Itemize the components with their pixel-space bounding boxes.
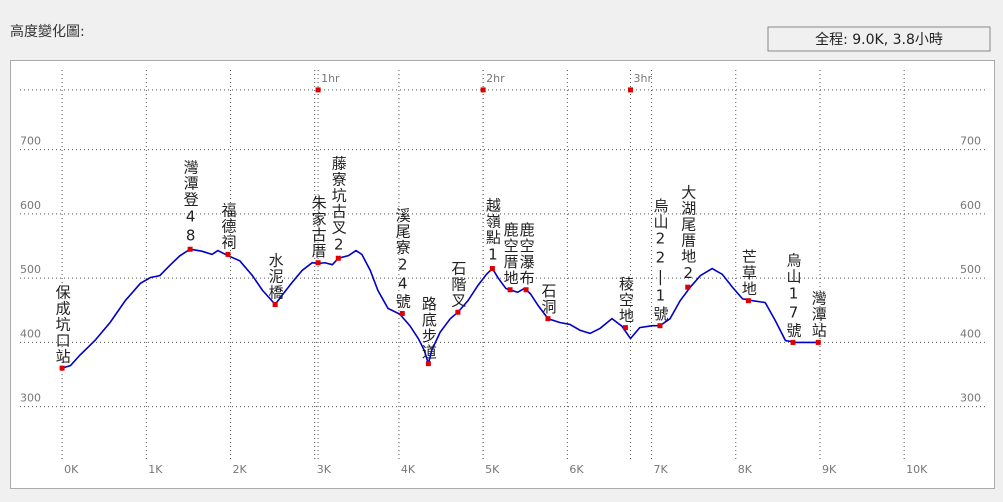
waypoint-label: 路底步道: [420, 296, 438, 360]
x-tick-label: 9K: [822, 463, 837, 476]
waypoint-label: 鹿空瀑布: [518, 222, 536, 286]
waypoint: [425, 361, 431, 367]
waypoint: [455, 309, 461, 315]
waypoint-label: 藤寮坑古叉2: [330, 155, 348, 254]
waypoint: [315, 260, 321, 266]
time-marker: [315, 87, 321, 93]
waypoint: [489, 266, 495, 272]
time-label: 2hr: [486, 72, 505, 85]
waypoint: [745, 298, 751, 304]
y-tick-label: 300: [960, 392, 981, 405]
waypoint-label: 烏山17號: [785, 252, 803, 338]
waypoint: [335, 255, 341, 261]
waypoint-label: 石洞: [539, 283, 557, 315]
y-tick-label: 700: [20, 135, 41, 148]
waypoint: [545, 316, 551, 322]
x-tick-label: 8K: [738, 463, 753, 476]
waypoint: [657, 323, 663, 329]
time-label: 1hr: [321, 72, 340, 85]
page-title: 高度變化圖:: [10, 23, 85, 40]
waypoint-label: 芒草地: [740, 249, 758, 297]
waypoint-label: 石階叉: [449, 260, 467, 308]
waypoint: [523, 287, 529, 293]
x-tick-label: 5K: [485, 463, 500, 476]
x-tick-label: 4K: [401, 463, 416, 476]
waypoint: [59, 365, 65, 371]
summary-box: [767, 26, 991, 52]
waypoint: [272, 302, 278, 308]
waypoint: [815, 339, 821, 345]
x-tick-label: 3K: [317, 463, 332, 476]
waypoint-label: 水泥橋: [267, 253, 285, 301]
y-tick-label: 700: [960, 135, 981, 148]
waypoint: [790, 339, 796, 345]
waypoint-label: 大湖尾厝地2: [679, 184, 697, 283]
waypoint-label: 溪尾寮24號: [394, 208, 412, 310]
x-tick-label: 1K: [148, 463, 163, 476]
waypoint-label: 稜空地: [617, 276, 635, 324]
waypoint-label: 福德祠: [219, 202, 237, 250]
x-tick-label: 7K: [654, 463, 669, 476]
waypoint: [399, 311, 405, 317]
waypoint-label: 灣潭登48: [182, 159, 200, 245]
waypoint-label: 鹿空厝地: [502, 222, 520, 286]
x-tick-label: 6K: [569, 463, 584, 476]
y-tick-label: 600: [20, 199, 41, 212]
waypoint-label: 烏山22|1號: [651, 198, 669, 322]
y-tick-label: 600: [960, 199, 981, 212]
x-tick-label: 2K: [233, 463, 248, 476]
time-marker: [480, 87, 486, 93]
y-tick-label: 400: [960, 327, 981, 340]
summary: 全程: 9.0K, 3.8小時: [815, 31, 943, 48]
time-label: 3hr: [633, 72, 652, 85]
x-tick-label: 0K: [64, 463, 79, 476]
y-tick-label: 400: [20, 327, 41, 340]
waypoint: [622, 325, 628, 331]
waypoint: [187, 246, 193, 252]
x-tick-label: 10K: [906, 463, 928, 476]
plot-panel: [10, 60, 995, 489]
time-marker: [627, 87, 633, 93]
waypoint: [507, 287, 513, 293]
waypoint-label: 灣潭站: [810, 290, 828, 338]
waypoint-label: 保成坑口站: [54, 284, 72, 364]
y-tick-label: 500: [20, 263, 41, 276]
waypoint-label: 越嶺點1: [484, 198, 502, 265]
y-tick-label: 300: [20, 392, 41, 405]
waypoint-label: 朱家古厝: [310, 195, 328, 259]
waypoint: [225, 251, 231, 257]
elevation-line: [61, 248, 819, 369]
y-tick-label: 500: [960, 263, 981, 276]
waypoint: [685, 284, 691, 290]
